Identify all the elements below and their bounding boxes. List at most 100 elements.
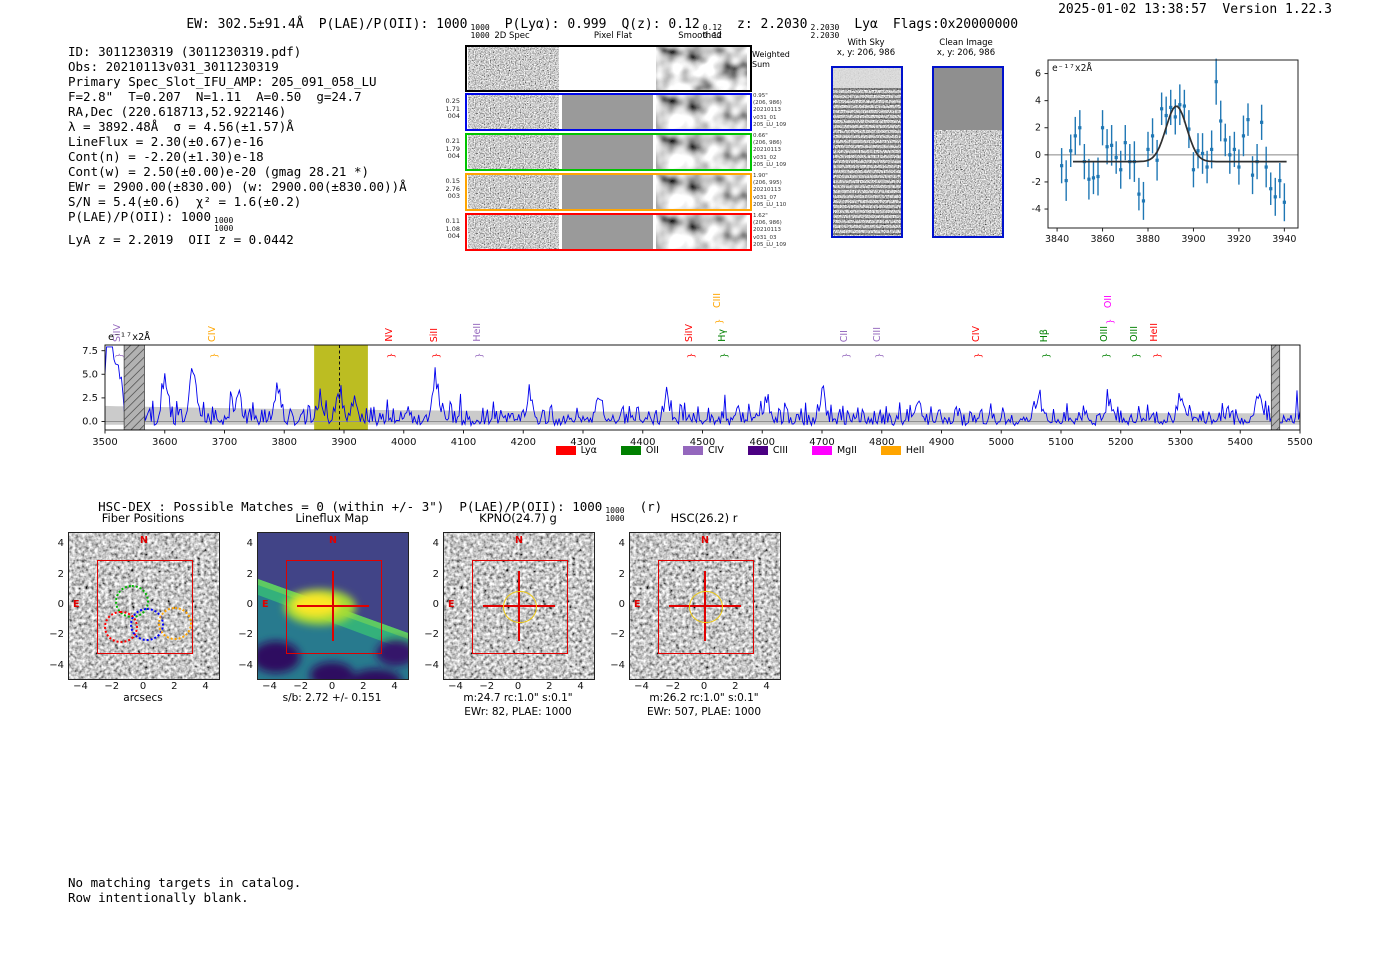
legend-item-oii: OII [620, 445, 659, 456]
noise-image [468, 215, 559, 249]
spec2d-2dspec-image [468, 95, 559, 129]
spec2d-2dspec-image [468, 215, 559, 249]
line-label-civ: CIV [207, 326, 219, 342]
cutout-ytick-label: 0 [618, 599, 625, 610]
header-datetime: 2025-01-02 13:38:57 Version 1.22.3 [1058, 2, 1332, 17]
spec2d-smoothed-image [656, 215, 747, 249]
cutout-caption-kpno-1: m:24.7 rc:1.0" s:0.1" [463, 692, 573, 704]
spec2d-fiber-row [465, 133, 752, 171]
info-line-text: P(LAE)/P(OII): 1000 [68, 209, 211, 224]
cutout-ytick-label: −4 [238, 659, 253, 671]
cutout-title-hsc: HSC(26.2) r [670, 511, 738, 525]
svg-text:4: 4 [1035, 96, 1041, 107]
line-label-siiv: SiIV [683, 324, 695, 342]
spec2d-pixelflat-image [562, 215, 653, 249]
legend-item-mgii: MgII [811, 445, 857, 456]
info-line: Cont(w) = 2.50(±0.00)e-20 (gmag 28.21 *) [68, 164, 370, 179]
cutout-extent-box [286, 560, 382, 654]
cutout-xtick-label: 0 [514, 681, 522, 692]
aperture-circle [689, 590, 723, 624]
cutout-xtick-label: 4 [202, 681, 209, 692]
spec2d-col-header-pixel-flat: Pixel Flat [593, 31, 633, 41]
line-label-oiii: OIII [1129, 326, 1141, 342]
fiber-circle [158, 606, 192, 640]
fiber-row-id: 1.90" (206, 995) 20210113 v031_07 205_LU_110 [753, 173, 787, 208]
emission-line-fit-plot: 3840 3860 3880 3900 3920 3940 6 4 2 0 -2 -4 e⁻¹⁷x2Å [1032, 58, 1299, 245]
spec2d-pixelflat-image [562, 175, 653, 209]
svg-text:3880: 3880 [1136, 234, 1160, 245]
clean-image [932, 66, 1004, 238]
cutout-xtick-label: −4 [448, 681, 463, 692]
cutout-ytick-label: −4 [49, 659, 64, 671]
spec2d-smoothed-image [656, 95, 747, 129]
legend-swatch [811, 446, 832, 455]
with-sky-noise [833, 68, 901, 236]
spectrum-legend: Lyα OII CIV CIII MgII HeII [520, 445, 960, 456]
info-line: LineFlux = 2.30(±0.67)e-16 [68, 134, 264, 149]
info-line: RA,Dec (220.618713,52.922146) [68, 104, 287, 119]
cutout-xtick-label: −2 [293, 681, 309, 692]
legend-swatch [880, 446, 901, 455]
cutout-xtick-label: 2 [546, 681, 553, 692]
header-ew: EW: 302.5±91.4Å [186, 17, 304, 32]
line-label-civ: CIV [970, 326, 982, 342]
cutout-ytick-label: 0 [246, 599, 253, 610]
compass-north: N [140, 535, 148, 546]
weighted-sum-label: Sum [752, 60, 770, 69]
info-line: Cont(n) = -2.20(±1.30)e-18 [68, 149, 264, 164]
info-line: F=2.8" T=0.207 N=1.11 A=0.50 g=24.7 [68, 89, 362, 104]
noise-image [833, 68, 901, 236]
fiber-row-id: 1.62" (206, 986) 20210113 v031_03 205_LU_109 [753, 213, 787, 248]
cutout-xtick-label: 2 [732, 681, 739, 692]
cutout-ytick-label: 2 [57, 568, 64, 580]
svg-text:4900: 4900 [929, 437, 954, 448]
svg-text:4200: 4200 [511, 437, 536, 448]
fiber-row-weights: 0.11 1.08 004 [445, 217, 460, 240]
svg-text:5500: 5500 [1287, 437, 1312, 448]
info-line: LyA z = 2.2019 OII z = 0.0442 [68, 232, 294, 247]
cutout-xtick-label: 4 [391, 681, 398, 692]
spec2d-2dspec-image [468, 47, 559, 90]
legend-label: Lyα [580, 445, 597, 456]
noise-image [656, 47, 747, 90]
info-line: Primary Spec_Slot_IFU_AMP: 205_091_058_L… [68, 74, 377, 89]
fiber-row-weights: 0.21 1.79 004 [445, 137, 460, 160]
line-label-cii: CII [838, 329, 850, 342]
with-sky-stripes [833, 88, 901, 236]
legend-label: CIII [772, 445, 788, 456]
header-qz: Q(z): 0.12 [621, 17, 700, 32]
fiber-row-id: 0.66" (206, 986) 20210113 v031_02 205_LU_109 [753, 133, 787, 168]
cutout-xtick-label: −4 [262, 681, 277, 692]
svg-text:3900: 3900 [1181, 234, 1205, 245]
cutout-xtick-label: 0 [139, 681, 147, 692]
svg-text:3600: 3600 [152, 437, 177, 448]
cutout-caption-hsc-1: m:26.2 rc:1.0" s:0.1" [649, 692, 759, 704]
svg-text:3860: 3860 [1090, 234, 1114, 245]
compass-north: N [701, 535, 709, 546]
svg-text:4400: 4400 [630, 437, 655, 448]
svg-text:3700: 3700 [212, 437, 237, 448]
line-label-ciii: CIII [872, 326, 884, 342]
header-plya: P(Lyα): 0.999 [504, 17, 607, 32]
svg-text:3920: 3920 [1227, 234, 1251, 245]
hscdex-fraction: 1000 1000 [605, 506, 625, 523]
svg-text:7.5: 7.5 [82, 346, 98, 357]
clean-image-skytop [934, 68, 1002, 130]
svg-text:4300: 4300 [570, 437, 595, 448]
legend-label: MgII [836, 445, 857, 456]
cutout-title-kpno: KPNO(24.7) g [479, 511, 557, 525]
svg-text:4600: 4600 [750, 437, 775, 448]
noise-image [656, 215, 747, 249]
cutout-ytick-label: −2 [424, 629, 439, 641]
svg-text:5.0: 5.0 [82, 369, 98, 380]
cutout-ytick-label: −2 [238, 629, 253, 641]
cutout-extent-box [97, 560, 193, 654]
svg-text:5000: 5000 [989, 437, 1014, 448]
legend-label: OII [645, 445, 659, 456]
cutout-xtick-label: 4 [763, 681, 770, 692]
noise-image [656, 135, 747, 169]
legend-item-civ: CIV [682, 445, 724, 456]
